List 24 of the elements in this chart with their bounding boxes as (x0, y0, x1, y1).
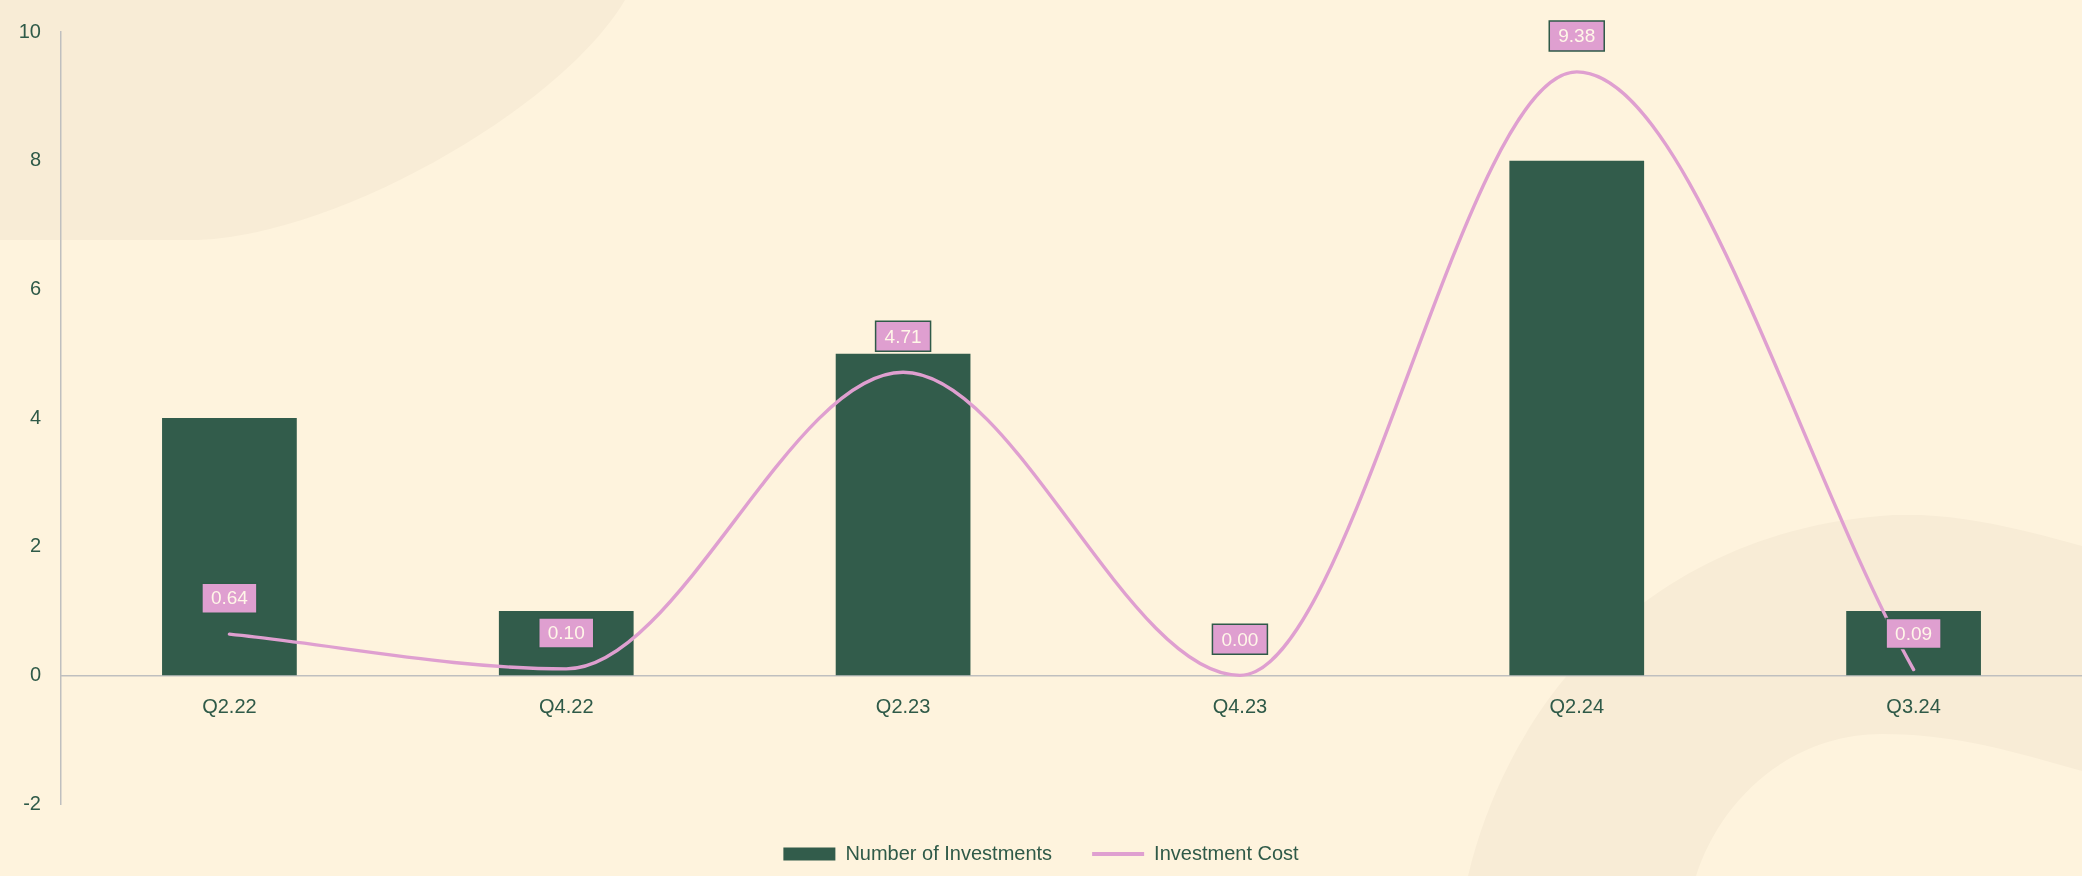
data-label: 4.71 (884, 325, 922, 347)
legend-label: Investment Cost (1154, 841, 1300, 864)
bar (835, 353, 971, 676)
data-label: 0.64 (210, 587, 249, 609)
y-tick-label: 0 (29, 662, 41, 685)
x-tick-label: Q2.23 (875, 694, 931, 717)
bar (162, 418, 297, 676)
y-tick-label: -2 (23, 791, 41, 814)
y-tick-label: 8 (29, 148, 41, 171)
x-tick-label: Q4.23 (1212, 694, 1268, 717)
legend-label: Number of Investments (845, 841, 1053, 864)
data-label: 9.38 (1558, 25, 1596, 47)
bar (1509, 160, 1645, 676)
data-label: 0.09 (1895, 622, 1933, 644)
y-tick-label: 10 (18, 19, 41, 42)
x-tick-label: Q3.24 (1886, 694, 1941, 717)
x-tick-label: Q2.24 (1549, 694, 1604, 717)
data-label: 0.00 (1221, 628, 1259, 650)
y-tick-label: 6 (29, 276, 41, 299)
data-label: 0.10 (547, 622, 585, 644)
y-tick-label: 2 (29, 534, 41, 557)
x-tick-label: Q4.22 (539, 694, 594, 717)
y-tick-label: 4 (29, 405, 41, 428)
x-tick-label: Q2.22 (202, 694, 257, 717)
